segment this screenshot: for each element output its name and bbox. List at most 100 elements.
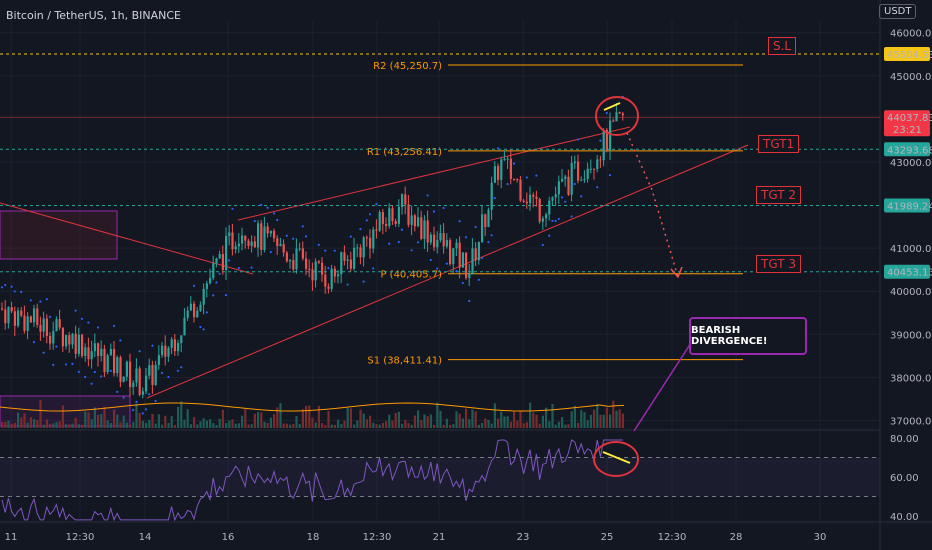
volume-bar	[250, 424, 253, 428]
sar-dot	[176, 369, 180, 372]
price-label: 40453.13	[887, 268, 932, 279]
sar-dot	[64, 363, 68, 366]
candle-body	[247, 240, 250, 246]
sar-dot	[301, 225, 304, 228]
volume-bar	[189, 424, 192, 428]
volume-bar	[343, 420, 346, 428]
candle-body	[260, 223, 263, 250]
time-axis: 11 12:30 14 16 18 12:30 21 23 25 12:30 28 30	[0, 521, 932, 543]
sar-dot	[455, 269, 458, 273]
volume-bar	[356, 420, 359, 428]
sar-dot	[154, 399, 157, 403]
volume-bar	[433, 424, 436, 428]
candle-body	[538, 199, 541, 222]
candle-body	[122, 376, 125, 382]
sar-dot	[199, 325, 202, 329]
sar-dot	[212, 294, 215, 297]
candle-body	[209, 278, 212, 284]
volume-bar	[161, 424, 164, 428]
candle-body	[282, 244, 285, 253]
annotations	[593, 96, 694, 477]
price-label: 45504.53	[887, 50, 932, 61]
volume-bar	[503, 416, 506, 428]
candle-body	[231, 232, 234, 250]
volume-bar	[545, 407, 548, 428]
candle-body	[308, 268, 311, 270]
volume-bar	[196, 424, 199, 428]
candle-body	[129, 361, 132, 388]
sar-dot	[93, 370, 96, 374]
sar-dot	[205, 311, 208, 314]
rsi-pane	[0, 439, 880, 522]
volume-bar	[436, 402, 439, 428]
candle-body	[615, 112, 618, 122]
currency-button[interactable]: USDT	[879, 4, 917, 19]
volume-bar	[615, 410, 618, 428]
candle-body	[433, 234, 436, 248]
candle-body	[154, 364, 157, 385]
candle-body	[407, 204, 410, 225]
candle-body	[90, 351, 93, 360]
symbol-title[interactable]: Bitcoin / TetherUS, 1h, BINANCE	[6, 9, 182, 22]
candle-body	[417, 217, 420, 227]
volume-bar	[330, 424, 333, 428]
volume-bar	[151, 414, 154, 428]
candle-body	[532, 194, 535, 197]
candle-body	[84, 347, 87, 356]
candle-body	[513, 178, 516, 180]
volume-bar	[317, 405, 320, 428]
volume-bar	[225, 423, 228, 428]
candle-body	[237, 243, 240, 247]
candle-body	[65, 335, 68, 347]
candle-body	[196, 310, 199, 318]
sar-dot	[71, 362, 74, 365]
candle-body	[202, 288, 205, 305]
candle-body	[388, 208, 391, 227]
pivot-label: R1 (43,256.41)	[367, 147, 442, 158]
volume-bar	[215, 424, 218, 428]
volume-bar	[365, 419, 368, 428]
time-tick: 11	[5, 532, 18, 543]
volume-bar	[532, 412, 535, 428]
candle-body	[257, 223, 260, 248]
volume-bar	[580, 410, 583, 428]
volume-bar	[573, 405, 576, 428]
candle-body	[317, 261, 320, 263]
candle-body	[180, 335, 183, 344]
volume-bar	[538, 423, 541, 428]
sar-dot	[461, 281, 464, 285]
sar-dot	[608, 174, 612, 177]
sar-dot	[231, 207, 234, 210]
volume-bar	[10, 423, 13, 428]
sar-dot	[365, 219, 368, 222]
candle-body	[343, 252, 346, 261]
sar-dot	[77, 370, 80, 373]
target-3-label: TGT 3	[756, 255, 801, 273]
volume-bar	[193, 417, 196, 428]
volume-bar	[346, 407, 349, 428]
volume-bar	[308, 405, 311, 428]
sar-dot	[167, 375, 170, 379]
sar-dot	[362, 280, 365, 283]
sar-dot	[551, 219, 554, 222]
volume-bar	[106, 420, 109, 428]
time-tick: 25	[601, 532, 614, 543]
sar-dot	[416, 241, 420, 244]
volume-bar	[519, 410, 522, 428]
price-label: 44037.83	[887, 113, 932, 124]
volume-bar	[234, 423, 237, 428]
time-tick: 12:30	[363, 532, 392, 543]
volume-ma	[0, 402, 625, 412]
candle-body	[55, 319, 58, 332]
sar-dot	[525, 176, 528, 179]
volume-bar	[593, 409, 596, 428]
candle-body	[263, 226, 266, 250]
volume-bar	[506, 416, 509, 428]
volume-bar	[333, 424, 336, 428]
sar-dot	[490, 234, 493, 237]
sar-dot	[400, 228, 404, 231]
volume-bar	[49, 423, 52, 428]
candle-body	[135, 368, 138, 383]
volume-bar	[97, 414, 100, 428]
